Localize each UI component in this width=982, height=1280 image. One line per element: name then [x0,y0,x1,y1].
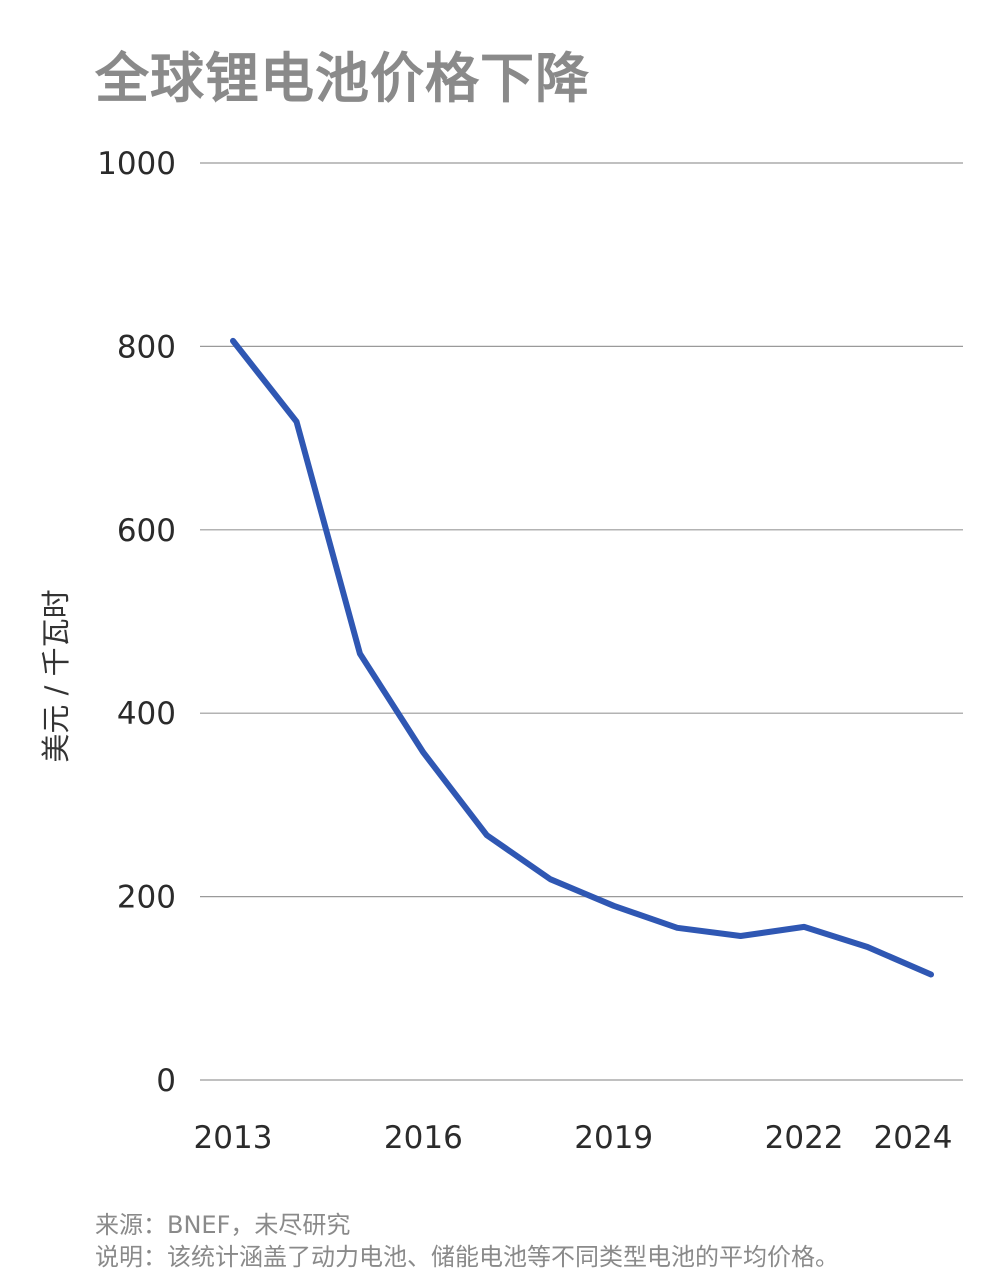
series-line [230,337,934,978]
y-tick-labels: 0 200 400 600 800 1000 [97,146,176,1099]
y-tick-label: 800 [117,329,176,365]
price-series [230,337,934,978]
x-tick-label: 2013 [194,1120,273,1156]
line-chart: 0 200 400 600 800 1000 2013 2016 2019 2022 2024 [97,146,963,1156]
x-tick-label: 2022 [765,1120,844,1156]
description-note: 说明：该统计涵盖了动力电池、储能电池等不同类型电池的平均价格。 [95,1243,839,1271]
x-tick-label: 2024 [874,1120,953,1156]
y-axis-label: 美元 / 千瓦时 [39,589,73,763]
y-tick-label: 400 [117,696,176,732]
y-tick-label: 600 [117,513,176,549]
x-tick-label: 2016 [384,1120,463,1156]
y-tick-label: 1000 [97,146,176,182]
chart-title: 全球锂电池价格下降 [95,47,590,110]
x-tick-label: 2019 [574,1120,653,1156]
x-tick-labels: 2013 2016 2019 2022 2024 [194,1120,953,1156]
y-tick-label: 200 [117,880,176,916]
source-note: 来源：BNEF，未尽研究 [95,1211,351,1239]
y-tick-label: 0 [156,1063,176,1099]
